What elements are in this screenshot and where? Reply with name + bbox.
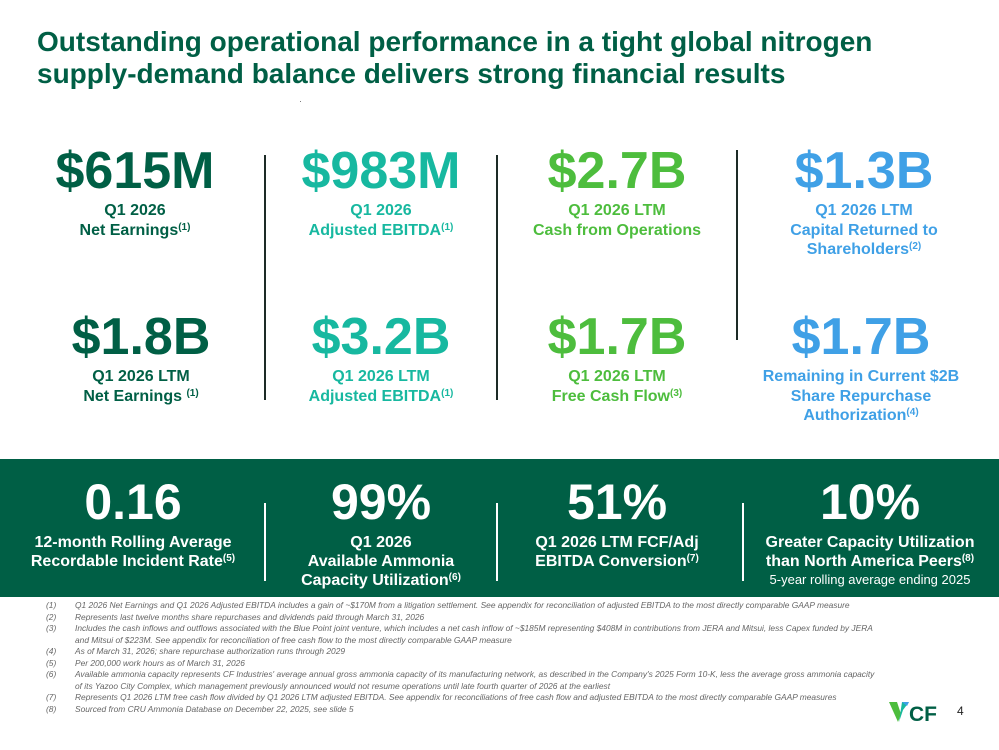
metric-label-line2: Capital Returned to — [790, 221, 938, 239]
footnote-ref: (6) — [448, 572, 461, 583]
footnote-ref: (4) — [906, 407, 919, 418]
footnote-ref: (1) — [441, 221, 454, 233]
metric-label-line3: Shareholders(2) — [806, 241, 922, 258]
band-metric-sublabel: 5-year rolling average ending 2025 — [769, 572, 971, 587]
band-divider-line — [264, 503, 266, 581]
logo-text: CF — [909, 703, 937, 724]
metric-label-line1: Q1 2026 LTM — [815, 202, 913, 219]
metric-remaining-repurchase-authorization: $1.7B Remaining in Current $2B Share Rep… — [741, 309, 981, 426]
metric-label-line2: Adjusted EBITDA(1) — [308, 221, 454, 239]
footnotes: (1) Q1 2026 Net Earnings and Q1 2026 Adju… — [46, 600, 876, 715]
metric-label-line2: Adjusted EBITDA(1) — [308, 387, 454, 405]
footnote: (7) Represents Q1 2026 LTM free cash flow… — [46, 692, 837, 702]
metric-ltm-adjusted-ebitda: $3.2B Q1 2026 LTM Adjusted EBITDA(1) — [261, 309, 501, 406]
footnote-ref: (8) — [961, 553, 975, 564]
footnote-ref: (1) — [178, 221, 191, 233]
footnote-ref: (1) — [441, 387, 454, 399]
footnote-ref: (2) — [909, 241, 922, 252]
band-divider-line — [742, 503, 744, 581]
cf-industries-logo-icon: CF — [889, 702, 937, 724]
metric-value: $1.3B — [794, 142, 934, 200]
metric-label-line2: Cash from Operations — [532, 221, 702, 239]
band-metric-value: 10% — [819, 474, 921, 530]
metric-ltm-net-earnings: $1.8B Q1 2026 LTM Net Earnings (1) — [21, 309, 261, 406]
band-metric-capacity-utilization: 99% Q1 2026 Available Ammonia Capacity U… — [256, 475, 506, 590]
band-metric-label-line2: Available Ammonia — [307, 553, 455, 570]
divider-line — [736, 150, 738, 340]
divider-line — [264, 155, 266, 400]
band-metric-value: 0.16 — [84, 474, 182, 530]
metric-value: $1.7B — [547, 308, 687, 366]
metric-ltm-cash-from-operations: $2.7B Q1 2026 LTM Cash from Operations — [497, 143, 737, 240]
band-metric-label-line3: Capacity Utilization(6) — [301, 572, 461, 589]
footnote: (5) Per 200,000 work hours as of March 31… — [46, 657, 245, 668]
metric-ltm-capital-returned: $1.3B Q1 2026 LTM Capital Returned to Sh… — [744, 143, 984, 260]
metric-value: $3.2B — [311, 308, 451, 366]
footnote: (6) Available ammonia capacity represents… — [46, 669, 875, 691]
footnote: (3) Includes the cash inflows and outflow… — [46, 623, 873, 645]
band-metric-label-line2: than North America Peers(8) — [765, 553, 975, 570]
slide-title: Outstanding operational performance in a… — [37, 26, 873, 89]
band-metric-label-line1: Greater Capacity Utilization — [765, 534, 975, 551]
metric-label-line1: Q1 2026 — [104, 202, 166, 219]
band-metric-label-line1: Q1 2026 LTM FCF/Adj — [535, 534, 699, 551]
footnote-ref: (5) — [222, 553, 236, 564]
band-metric-label-line2: Recordable Incident Rate(5) — [30, 553, 236, 570]
metric-q1-adjusted-ebitda: $983M Q1 2026 Adjusted EBITDA(1) — [261, 143, 501, 240]
footnote: (1) Q1 2026 Net Earnings and Q1 2026 Adju… — [46, 600, 850, 610]
page-number: 4 — [957, 704, 964, 718]
metric-label-line3: Authorization(4) — [803, 407, 919, 424]
band-metric-label-line1: 12-month Rolling Average — [34, 534, 232, 551]
footnote-ref: (1) — [186, 387, 199, 399]
footnote-ref: (7) — [686, 553, 699, 564]
metric-value: $1.8B — [71, 308, 211, 366]
band-metric-value: 51% — [566, 474, 668, 530]
band-metric-fcf-conversion: 51% Q1 2026 LTM FCF/Adj EBITDA Conversio… — [492, 475, 742, 571]
divider-line — [496, 155, 498, 400]
metric-label-line1: Q1 2026 LTM — [332, 368, 430, 385]
metric-value: $983M — [301, 142, 461, 200]
band-metric-incident-rate: 0.16 12-month Rolling Average Recordable… — [8, 475, 258, 571]
metric-label-line2: Free Cash Flow(3) — [551, 387, 683, 405]
footnote: (8) Sourced from CRU Ammonia Database on … — [46, 703, 354, 714]
metric-label-line1: Q1 2026 LTM — [568, 202, 666, 219]
metric-value: $2.7B — [547, 142, 687, 200]
metric-label-line1: Remaining in Current $2B — [762, 368, 960, 385]
footnote: (2) Represents last twelve months share r… — [46, 611, 425, 622]
footnote: (4) As of March 31, 2026; share repurchas… — [46, 646, 346, 656]
metric-value: $615M — [55, 142, 215, 200]
band-metric-label-line2: EBITDA Conversion(7) — [535, 553, 699, 570]
metric-label-line1: Q1 2026 — [350, 202, 412, 219]
metric-label-line2: Net Earnings(1) — [79, 221, 191, 239]
metric-label-line1: Q1 2026 LTM — [92, 368, 190, 385]
band-divider-line — [496, 503, 498, 581]
band-metric-label-line1: Q1 2026 — [350, 534, 412, 551]
metric-value: $1.7B — [791, 308, 931, 366]
metric-label-line2: Share Repurchase — [790, 387, 932, 405]
metric-label-line2: Net Earnings (1) — [83, 387, 199, 405]
footnote-ref: (3) — [670, 387, 683, 399]
operational-metrics-band — [0, 459, 999, 597]
metric-ltm-free-cash-flow: $1.7B Q1 2026 LTM Free Cash Flow(3) — [497, 309, 737, 406]
metric-label-line1: Q1 2026 LTM — [568, 368, 666, 385]
band-metric-value: 99% — [330, 474, 432, 530]
band-metric-peer-utilization: 10% Greater Capacity Utilization than No… — [745, 475, 995, 588]
metric-q1-net-earnings: $615M Q1 2026 Net Earnings(1) — [15, 143, 255, 240]
stray-mark — [300, 101, 301, 102]
